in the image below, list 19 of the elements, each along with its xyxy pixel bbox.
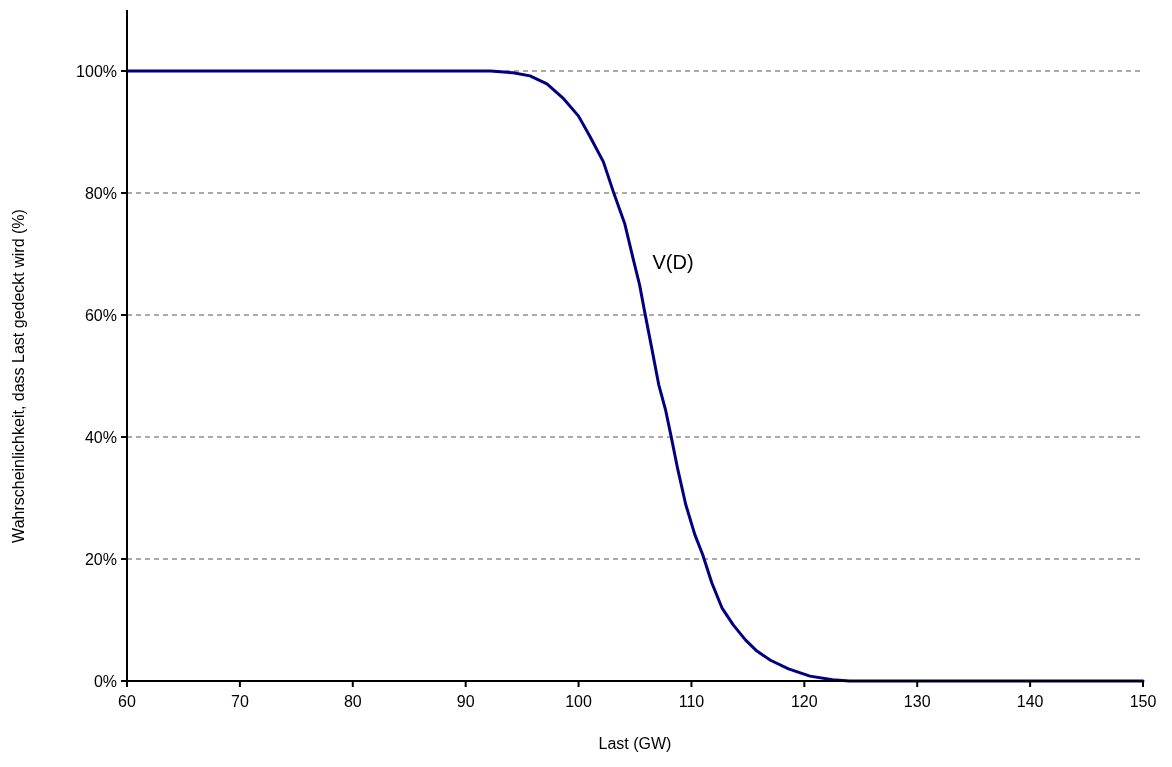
x-tick-label: 140 [1016,693,1044,710]
x-tick-label: 100 [565,693,592,710]
y-tick-label: 80% [84,185,117,202]
y-axis-title: Wahrscheinlichkeit, dass Last gedeckt wird (%) [10,209,27,543]
x-tick-label: 80 [343,693,362,710]
y-tick-label: 40% [84,429,117,446]
y-tick-label: 0% [93,673,117,690]
annotation: V(D) [652,251,694,273]
x-tick-label: 120 [790,693,818,710]
x-tick-label: 90 [456,693,475,710]
x-tick-label: 150 [1129,693,1157,710]
x-axis-title: Last (GW) [598,735,672,752]
y-tick-label: 100% [76,63,117,80]
y-tick-label: 60% [84,307,117,324]
x-tick-label: 110 [678,693,705,710]
x-tick-label: 60 [118,693,136,710]
y-tick-label: 20% [84,551,117,568]
x-tick-label: 70 [230,693,249,710]
x-tick-label: 130 [903,693,931,710]
